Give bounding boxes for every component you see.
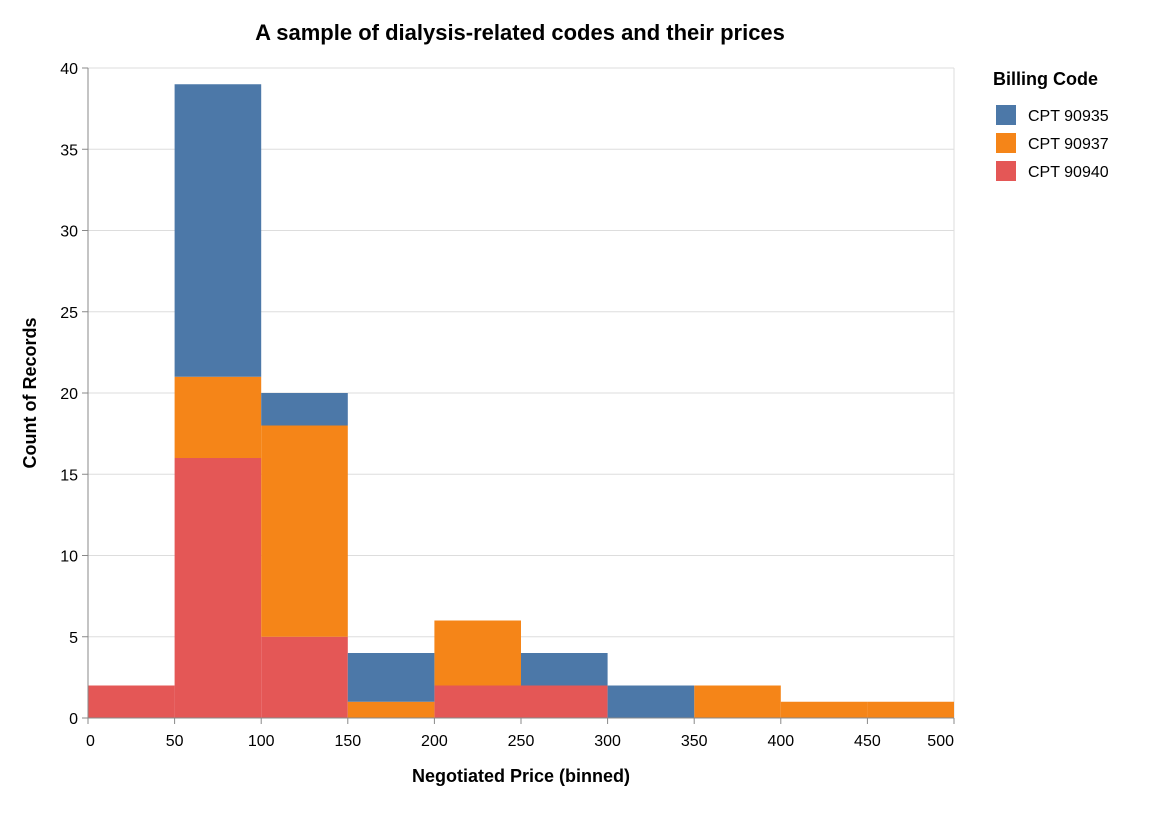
bar-cpt-90937 xyxy=(261,425,348,637)
y-tick-label: 25 xyxy=(60,305,78,322)
legend-label: CPT 90940 xyxy=(1028,164,1109,181)
bar-cpt-90937 xyxy=(174,376,262,458)
bar-cpt-90935 xyxy=(607,685,695,718)
legend-label: CPT 90935 xyxy=(1028,108,1109,125)
bar-cpt-90940 xyxy=(261,636,348,718)
y-tick-label: 15 xyxy=(60,467,78,484)
x-tick-label: 250 xyxy=(508,733,535,750)
bar-cpt-90935 xyxy=(174,84,262,377)
y-tick-label: 35 xyxy=(60,142,78,159)
bar-cpt-90940 xyxy=(174,458,262,718)
bar-cpt-90940 xyxy=(88,685,175,718)
legend-label: CPT 90937 xyxy=(1028,136,1109,153)
legend-swatch xyxy=(996,105,1016,125)
x-tick-label: 500 xyxy=(927,733,954,750)
bar-cpt-90940 xyxy=(521,685,608,718)
x-tick-label: 350 xyxy=(681,733,708,750)
bar-cpt-90937 xyxy=(694,685,781,718)
y-tick-label: 10 xyxy=(60,549,78,566)
x-tick-label: 200 xyxy=(421,733,448,750)
y-tick-label: 5 xyxy=(69,630,78,647)
y-tick-label: 40 xyxy=(60,61,78,78)
x-tick-label: 150 xyxy=(334,733,361,750)
x-tick-label: 300 xyxy=(594,733,621,750)
bar-cpt-90937 xyxy=(867,701,954,718)
x-axis-title: Negotiated Price (binned) xyxy=(412,766,630,786)
bar-cpt-90935 xyxy=(347,653,435,702)
bar-cpt-90937 xyxy=(347,701,435,718)
chart-title: A sample of dialysis-related codes and t… xyxy=(255,20,785,45)
x-tick-label: 100 xyxy=(248,733,275,750)
x-tick-label: 450 xyxy=(854,733,881,750)
bars xyxy=(88,84,954,718)
bar-cpt-90940 xyxy=(434,685,521,718)
x-tick-label: 0 xyxy=(86,733,95,750)
bar-cpt-90935 xyxy=(521,653,608,686)
bar-cpt-90937 xyxy=(780,701,868,718)
bar-cpt-90935 xyxy=(261,393,348,426)
legend-swatch xyxy=(996,161,1016,181)
bar-cpt-90937 xyxy=(434,620,521,686)
x-tick-label: 400 xyxy=(767,733,794,750)
y-tick-label: 20 xyxy=(60,386,78,403)
y-tick-label: 30 xyxy=(60,224,78,241)
legend: Billing Code CPT 90935 CPT 90937 CPT 90940 xyxy=(993,69,1109,181)
x-tick-label: 50 xyxy=(166,733,184,750)
y-tick-label: 0 xyxy=(69,711,78,728)
legend-title: Billing Code xyxy=(993,69,1098,89)
legend-swatch xyxy=(996,133,1016,153)
y-axis-title: Count of Records xyxy=(20,318,40,469)
